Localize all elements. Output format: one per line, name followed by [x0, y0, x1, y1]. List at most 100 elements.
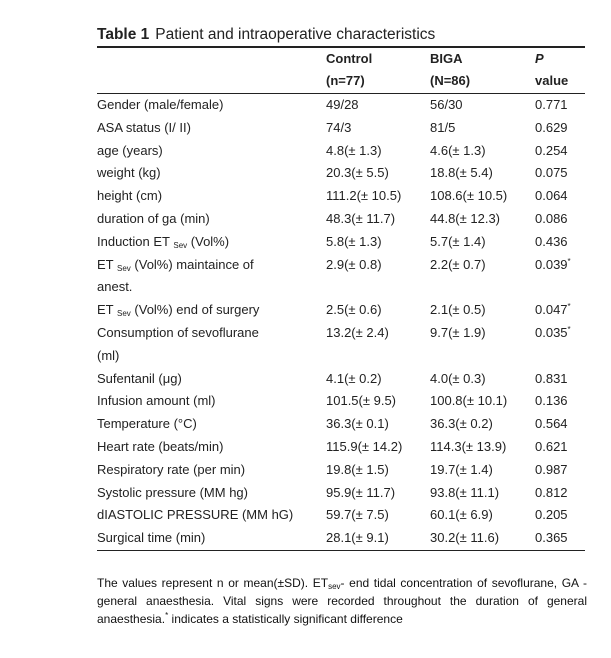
table-row: age (years) 4.8(± 1.3) 4.6(± 1.3) 0.254	[97, 140, 585, 163]
row-label: weight (kg)	[97, 162, 326, 185]
cell-biga: 2.2(± 0.7)	[430, 254, 535, 300]
cell-text: 44.8(± 12.3)	[430, 210, 501, 226]
row-label: Induction ET Sev (Vol%)	[97, 231, 326, 254]
header-cell	[97, 70, 326, 94]
cell-text: 5.8(± 1.3)	[326, 233, 382, 249]
cell-text: 0.075	[535, 165, 568, 181]
header-cell: P	[535, 47, 585, 70]
cell-control: 2.5(± 0.6)	[326, 299, 430, 322]
significance-mark: *	[567, 302, 571, 312]
cell-control: 101.5(± 9.5)	[326, 390, 430, 413]
table-row: Temperature (°C) 36.3(± 0.1) 36.3(± 0.2) 0.…	[97, 413, 585, 436]
cell-text: 0.136	[535, 393, 568, 409]
cell-control: 49/28	[326, 94, 430, 117]
label-text: height (cm)	[97, 188, 163, 204]
text: - end tidal concentration of sevoflurane…	[97, 576, 588, 626]
cell-control: 28.1(± 9.1)	[326, 527, 430, 551]
header-text: (n=77)	[326, 73, 365, 88]
cell-p: 0.436	[535, 231, 585, 254]
label-text: Sufentanil (μg)	[97, 370, 182, 386]
cell-p: 0.987	[535, 459, 585, 482]
cell-text: 19.8(± 1.5)	[326, 461, 389, 477]
cell-p: 0.086	[535, 208, 585, 231]
header-text: P	[535, 51, 544, 66]
label-text: (ml)	[97, 347, 120, 363]
row-label: ET Sev (Vol%) end of surgery	[97, 299, 326, 322]
cell-p: 0.035*	[535, 322, 585, 368]
cell-text: 13.2(± 2.4)	[326, 324, 389, 340]
subscript: Sev	[117, 309, 131, 319]
label-text: Heart rate (beats/min)	[97, 438, 224, 454]
cell-biga: 18.8(± 5.4)	[430, 162, 535, 185]
cell-text: 18.8(± 5.4)	[430, 165, 493, 181]
cell-p: 0.831	[535, 368, 585, 391]
cell-text: 56/30	[430, 97, 463, 112]
table-row: dIASTOLIC PRESSURE (MM hG) 59.7(± 7.5) 60.…	[97, 504, 585, 527]
cell-text: 81/5	[430, 119, 456, 135]
table-row: Surgical time (min) 28.1(± 9.1) 30.2(± 11.…	[97, 527, 585, 551]
table-head: Control BIGA P (n=77) (N=86) value	[97, 47, 585, 94]
header-cell: BIGA	[430, 47, 535, 70]
cell-biga: 60.1(± 6.9)	[430, 504, 535, 527]
cell-text: 4.1(± 0.2)	[326, 370, 382, 386]
cell-text: 0.987	[535, 461, 568, 477]
cell-text: 0.771	[535, 97, 568, 112]
table-label: Table 1	[97, 26, 150, 43]
significance-mark: *	[567, 256, 571, 266]
cell-p: 0.621	[535, 436, 585, 459]
cell-p: 0.047*	[535, 299, 585, 322]
cell-p: 0.564	[535, 413, 585, 436]
significance-mark: *	[567, 324, 571, 334]
table-row: Gender (male/female) 49/28 56/30 0.771	[97, 94, 585, 117]
header-cell	[97, 47, 326, 70]
text: (Vol%) end of surgery	[130, 302, 260, 318]
table-row: Heart rate (beats/min) 115.9(± 14.2) 114.3…	[97, 436, 585, 459]
text: (Vol%) maintaince of	[130, 256, 254, 272]
cell-text: 0.621	[535, 438, 568, 454]
header-text: Control	[326, 51, 373, 66]
cell-biga: 30.2(± 11.6)	[430, 527, 535, 551]
table-body: Gender (male/female) 49/28 56/30 0.771 ASA s…	[97, 94, 585, 551]
table-row: Systolic pressure (MM hg) 95.9(± 11.7) 93.…	[97, 482, 585, 505]
cell-biga: 5.7(± 1.4)	[430, 231, 535, 254]
cell-text: 4.0(± 0.3)	[430, 370, 486, 386]
superscript: *	[165, 611, 169, 620]
cell-text: 0.831	[535, 370, 568, 386]
header-text: (N=86)	[430, 73, 471, 88]
cell-text: 19.7(± 1.4)	[430, 461, 493, 477]
table-row: ET Sev (Vol%) maintaince of anest. 2.9(± 0…	[97, 254, 585, 300]
cell-text: 0.564	[535, 416, 568, 432]
table-row: Infusion amount (ml) 101.5(± 9.5) 100.8(± …	[97, 390, 585, 413]
cell-text: 2.5(± 0.6)	[326, 302, 382, 318]
cell-text: 0.035	[535, 324, 568, 340]
subscript: sev	[328, 582, 341, 591]
cell-biga: 93.8(± 11.1)	[430, 482, 535, 505]
cell-p: 0.254	[535, 140, 585, 163]
table-row: Respiratory rate (per min) 19.8(± 1.5) 19.…	[97, 459, 585, 482]
cell-text: 0.039	[535, 256, 568, 272]
cell-text: 36.3(± 0.2)	[430, 416, 493, 432]
label-text: weight (kg)	[97, 165, 161, 181]
table-row: duration of ga (min) 48.3(± 11.7) 44.8(± 1…	[97, 208, 585, 231]
cell-text: 2.1(± 0.5)	[430, 302, 486, 318]
label-text: Gender (male/female)	[97, 97, 224, 112]
cell-text: 0.064	[535, 188, 568, 204]
row-label: Respiratory rate (per min)	[97, 459, 326, 482]
cell-text: 95.9(± 11.7)	[326, 484, 396, 500]
label-text: Consumption of sevoflurane	[97, 324, 259, 340]
label-text: anest.	[97, 279, 133, 295]
cell-text: 0.254	[535, 142, 568, 158]
text: indicates a statistically significant di…	[168, 612, 403, 626]
table-row: Induction ET Sev (Vol%) 5.8(± 1.3) 5.7(± 1…	[97, 231, 585, 254]
cell-control: 4.1(± 0.2)	[326, 368, 430, 391]
row-label: Consumption of sevoflurane (ml)	[97, 322, 326, 368]
footnote: The values represent n or mean(±SD). ETs…	[97, 574, 587, 628]
header-row: (n=77) (N=86) value	[97, 70, 585, 94]
cell-control: 36.3(± 0.1)	[326, 413, 430, 436]
row-label: ET Sev (Vol%) maintaince of anest.	[97, 254, 326, 300]
header-cell: value	[535, 70, 585, 94]
header-row: Control BIGA P	[97, 47, 585, 70]
label-text: age (years)	[97, 142, 163, 158]
cell-text: 2.9(± 0.8)	[326, 256, 382, 272]
cell-control: 48.3(± 11.7)	[326, 208, 430, 231]
